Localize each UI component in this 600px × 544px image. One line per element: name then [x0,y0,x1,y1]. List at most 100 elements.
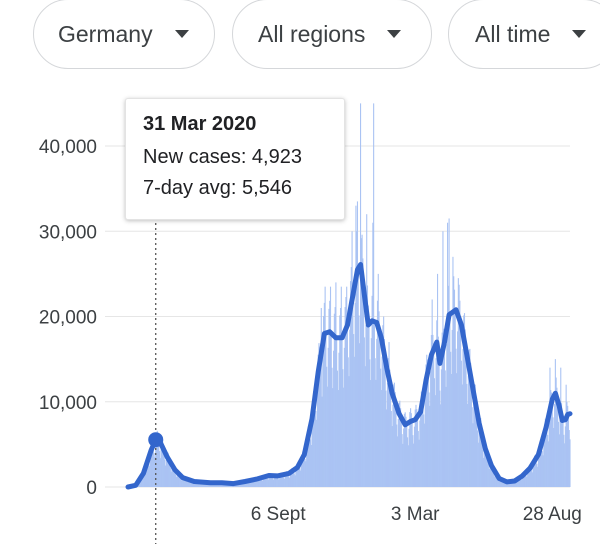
daily-bar [260,477,262,487]
daily-bar [294,475,296,487]
daily-bar [207,483,209,487]
avg-line [125,262,573,490]
daily-bar [342,369,344,487]
daily-bar [529,465,531,487]
daily-bar [320,307,322,487]
daily-bar [495,471,497,487]
daily-bar [497,477,499,487]
daily-bar [195,481,198,487]
daily-bar [523,471,525,487]
daily-bar [145,463,147,487]
daily-bar [198,482,200,487]
daily-bar [162,439,164,487]
daily-bar [306,433,308,487]
daily-bar [190,480,192,487]
daily-bar [419,420,421,487]
daily-bar [330,333,332,487]
daily-bar [535,458,537,487]
daily-bar [245,482,247,487]
daily-bar [363,289,365,487]
daily-bar [251,482,253,487]
daily-bar [142,476,144,487]
daily-bar [319,357,322,487]
daily-bar [481,435,483,487]
daily-bar [303,454,305,487]
daily-bar [173,466,175,487]
daily-bar [296,463,298,487]
daily-bar [422,398,424,487]
daily-bar [346,325,349,487]
daily-bar [463,313,466,487]
daily-bar [436,320,438,487]
daily-bar [550,390,552,487]
region-filter-label: All regions [258,20,366,47]
daily-bar [264,474,266,487]
daily-bar [299,468,301,487]
daily-bar [316,388,318,487]
daily-bar [500,479,502,487]
daily-bar [565,384,567,487]
daily-bar [454,310,456,487]
daily-bar [284,475,286,487]
daily-bar [343,387,345,487]
daily-bar [356,201,359,487]
daily-bar [271,475,273,487]
daily-bar [152,445,154,487]
region-filter-chip[interactable]: All regions [232,0,432,69]
daily-bar [475,396,477,487]
daily-bar [549,367,551,487]
daily-bar [311,425,313,487]
daily-bar [562,420,564,487]
daily-bar [435,358,437,487]
daily-bar [420,400,422,487]
daily-bar [315,410,317,487]
daily-bar [430,335,432,487]
time-filter-chip[interactable]: All time [448,0,600,69]
daily-bar [345,297,347,487]
daily-bar [361,234,363,487]
daily-bar [370,380,372,487]
daily-bar [319,347,321,487]
daily-bar [470,380,472,487]
daily-bar [246,483,248,487]
daily-bar [350,267,352,487]
daily-bar [366,285,369,487]
daily-bar [461,384,463,487]
daily-bar [423,423,426,487]
daily-bar [167,452,169,487]
daily-bar [569,439,571,487]
daily-bar [486,448,488,487]
daily-bar [557,421,559,487]
daily-bar [524,472,526,487]
daily-bar [477,442,479,487]
daily-bar [530,470,533,487]
daily-bar [416,409,418,487]
daily-bar [470,362,472,487]
daily-bar [517,477,519,487]
daily-bar [440,369,442,487]
daily-bar [406,437,409,487]
daily-bar [552,417,554,487]
daily-bar [252,480,254,487]
daily-bar [185,480,188,487]
daily-bar [290,469,292,487]
daily-bar [437,336,439,487]
daily-bar [498,480,500,487]
daily-bar [246,481,248,487]
daily-bar [151,440,153,487]
daily-bar [568,430,570,487]
daily-bar [254,478,256,487]
x-tick-label: 6 Sept [251,504,307,525]
daily-bar [283,478,285,487]
country-filter-chip[interactable]: Germany [33,0,215,69]
time-filter-label: All time [475,20,551,47]
daily-bar [530,467,532,487]
daily-bar [388,342,390,487]
daily-bar [383,339,385,487]
daily-bar [476,410,478,487]
daily-bar [309,439,312,487]
daily-bar [181,480,183,487]
daily-bar [532,465,534,487]
daily-bar [456,373,458,487]
